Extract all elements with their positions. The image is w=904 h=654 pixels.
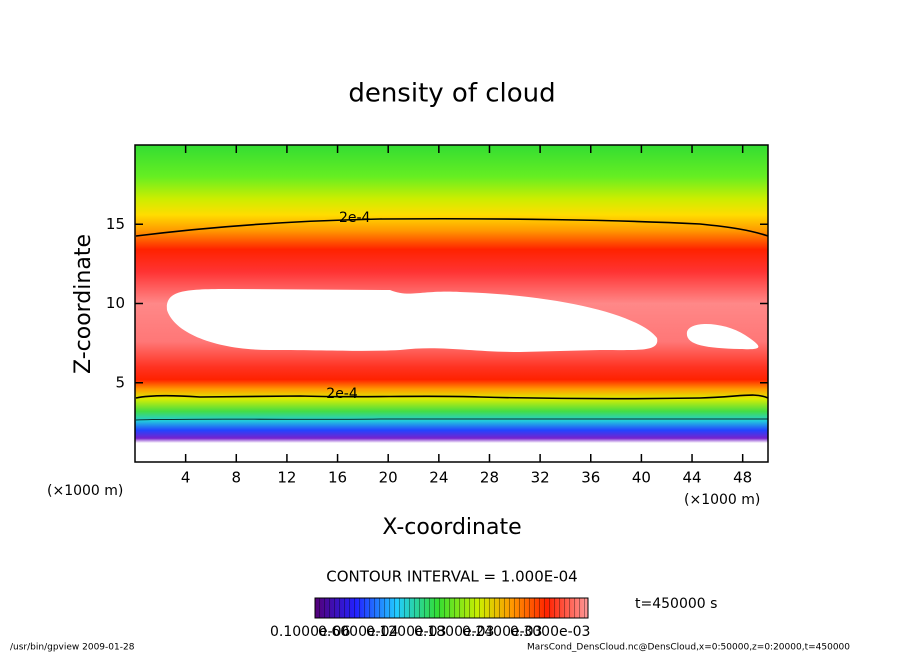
- footer-left: /usr/bin/gpview 2009-01-28: [10, 643, 135, 653]
- colorbar-tick-label: 0.1200e-03: [366, 624, 446, 640]
- chart-title: density of cloud: [348, 79, 555, 109]
- y-tick-label: 5: [115, 373, 125, 391]
- x-tick-label: 20: [379, 469, 398, 487]
- colorbar-tick-label: 0.6000e-04: [318, 624, 399, 640]
- colorbar-tick-label: 0.1000e-06: [270, 624, 351, 640]
- x-tick-label: 12: [277, 469, 296, 487]
- contour-label: 2e-4: [326, 386, 358, 402]
- y-unit: (×1000 m): [47, 483, 123, 499]
- y-axis-label: Z-coordinate: [71, 234, 96, 374]
- x-tick-label: 36: [581, 469, 600, 487]
- contour-interval: CONTOUR INTERVAL = 1.000E-04: [326, 568, 577, 586]
- x-unit: (×1000 m): [684, 492, 760, 508]
- footer-right: MarsCond_DensCloud.nc@DensCloud,x=0:5000…: [527, 643, 850, 653]
- x-tick-label: 8: [232, 469, 242, 487]
- x-tick-label: 28: [480, 469, 499, 487]
- colorbar-tick-label: 0.2400e-03: [462, 624, 542, 640]
- x-axis-label: X-coordinate: [382, 515, 521, 540]
- x-tick-label: 16: [328, 469, 347, 487]
- field: [135, 145, 769, 462]
- x-tick-label: 48: [733, 469, 752, 487]
- x-tick-label: 4: [181, 469, 191, 487]
- contour-label: 2e-4: [339, 210, 371, 226]
- x-tick-label: 24: [429, 469, 448, 487]
- x-tick-label: 40: [632, 469, 651, 487]
- y-tick-label: 15: [106, 215, 125, 233]
- x-tick-label: 44: [682, 469, 701, 487]
- x-tick-label: 32: [531, 469, 550, 487]
- time-label: t=450000 s: [635, 596, 717, 612]
- colorbar-tick-label: 0.3000e-03: [510, 624, 590, 640]
- colorbar-tick-label: 0.1800e-03: [414, 624, 494, 640]
- y-tick-label: 10: [106, 294, 125, 312]
- colorbar: [314, 597, 589, 619]
